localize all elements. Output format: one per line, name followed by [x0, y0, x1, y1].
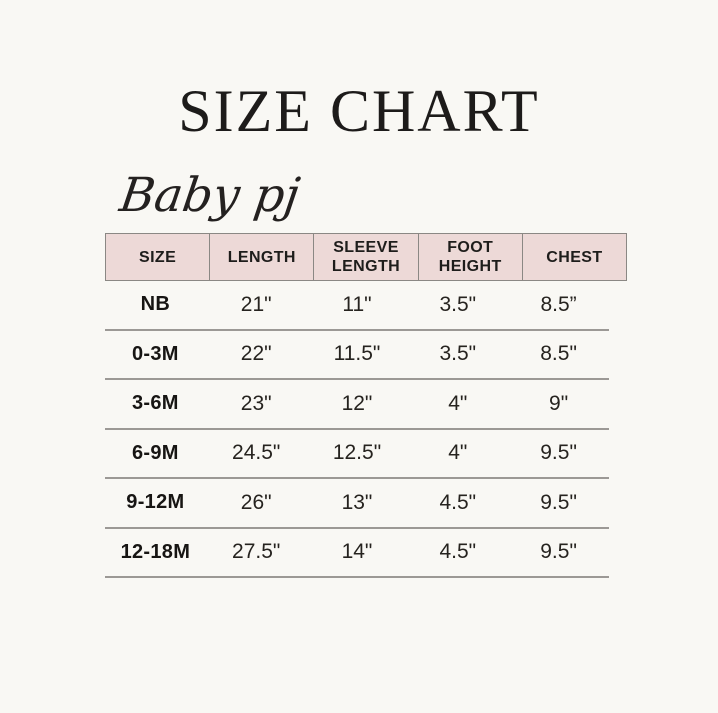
foot-height-value: 4.5" [439, 490, 477, 514]
length-value: 24.5" [232, 441, 281, 465]
column-header-size: SIZE [139, 248, 177, 266]
chest-value: 8.5” [540, 292, 577, 316]
size-label: NB [140, 293, 171, 316]
foot-height-value: 4.5" [439, 540, 477, 564]
column-header-foot-height: FOOT HEIGHT [417, 234, 522, 280]
length-value: 21" [240, 292, 272, 316]
length-value: 23" [240, 391, 272, 415]
chest-value: 9.5" [540, 441, 577, 465]
sleeve-length-value: 11.5" [333, 342, 381, 366]
page-title: SIZE CHART [178, 78, 540, 144]
foot-height-value: 4" [448, 391, 468, 415]
sleeve-length-value: 11" [342, 292, 372, 316]
chest-value: 8.5" [540, 342, 577, 366]
product-script-subtitle: Baby pj [116, 168, 303, 223]
column-header-length: LENGTH [209, 234, 313, 280]
chest-value: 9.5" [540, 490, 577, 514]
size-label: 9-12M [126, 491, 185, 514]
size-label: 12-18M [120, 540, 191, 563]
size-label: 3-6M [132, 392, 179, 415]
chest-value: 9" [549, 391, 569, 415]
foot-height-value: 3.5" [439, 292, 477, 316]
length-value: 22" [240, 342, 272, 366]
size-label: 0-3M [132, 342, 179, 365]
table-row-0-3m: 0-3M 22" 11.5" 3.5" 8.5" [105, 331, 609, 380]
table-body: NB 21" 11" 3.5" 8.5” 0-3M 22" 11.5" 3.5"… [105, 281, 609, 578]
sleeve-length-value: 12" [341, 391, 373, 415]
size-chart-table: SIZE LENGTH SLEEVE LENGTH FOOT HEIGHT CH… [105, 233, 627, 578]
column-header-sleeve-length: SLEEVE LENGTH [313, 234, 417, 280]
table-header-row: SIZE LENGTH SLEEVE LENGTH FOOT HEIGHT CH… [105, 233, 627, 281]
sleeve-length-value: 13" [341, 490, 373, 514]
table-row-12-18m: 12-18M 27.5" 14" 4.5" 9.5" [105, 529, 609, 578]
table-row-3-6m: 3-6M 23" 12" 4" 9" [105, 380, 609, 430]
foot-height-value: 3.5" [439, 342, 477, 366]
length-value: 26" [240, 490, 272, 514]
size-label: 6-9M [132, 441, 179, 464]
table-row-6-9m: 6-9M 24.5" 12.5" 4" 9.5" [105, 430, 609, 479]
table-row-9-12m: 9-12M 26" 13" 4.5" 9.5" [105, 479, 609, 529]
table-row-nb: NB 21" 11" 3.5" 8.5” [105, 281, 609, 331]
foot-height-value: 4" [448, 441, 468, 465]
chest-value: 9.5" [540, 540, 577, 564]
length-value: 27.5" [232, 540, 281, 564]
column-header-chest: CHEST [521, 234, 626, 280]
sleeve-length-value: 14" [341, 540, 373, 564]
sleeve-length-value: 12.5" [332, 441, 382, 465]
